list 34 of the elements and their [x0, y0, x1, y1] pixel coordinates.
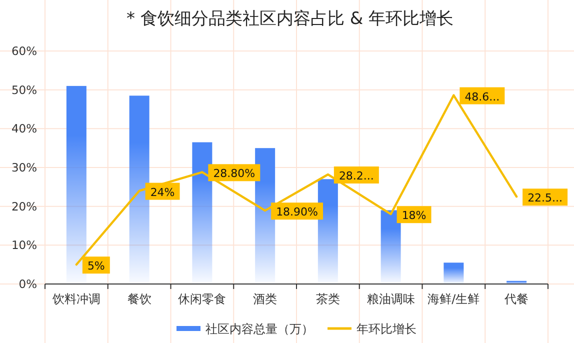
- chart-title: * 食饮细分品类社区内容占比 & 年环比增长: [126, 9, 454, 29]
- data-label: 22.5...: [528, 192, 563, 205]
- x-tick-label: 酒类: [253, 292, 278, 306]
- x-tick-label: 休闲零食: [178, 292, 226, 306]
- x-tick-label: 粮油调味: [366, 292, 415, 306]
- bar: [506, 280, 527, 284]
- data-label: 48.6...: [464, 90, 500, 104]
- bar: [444, 262, 464, 284]
- bar: [318, 179, 338, 284]
- y-tick-label: 20%: [11, 199, 38, 214]
- data-label: 28.2...: [338, 169, 374, 182]
- data-label: 24%: [150, 186, 175, 199]
- y-tick-label: 0%: [18, 277, 38, 291]
- legend-label: 社区内容总量（万）: [206, 322, 314, 336]
- y-tick-label: 30%: [11, 160, 38, 174]
- bar: [380, 210, 401, 284]
- bar: [66, 86, 86, 284]
- x-tick-label: 餐饮: [127, 292, 152, 306]
- x-tick-label: 饮料冲调: [51, 292, 100, 306]
- x-tick-label: 海鲜/生鲜: [428, 292, 480, 306]
- legend-label: 年环比增长: [356, 322, 416, 336]
- y-tick-label: 10%: [11, 238, 38, 252]
- bar: [192, 142, 212, 284]
- y-tick-label: 40%: [11, 122, 38, 136]
- y-tick-label: 60%: [11, 44, 38, 58]
- data-label: 18.90%: [276, 206, 318, 219]
- data-label: 5%: [87, 260, 105, 273]
- y-tick-label: 50%: [11, 82, 38, 97]
- data-label: 28.80%: [213, 167, 256, 180]
- data-label: 18%: [402, 209, 426, 222]
- x-tick-label: 茶类: [316, 292, 340, 306]
- x-tick-label: 代餐: [504, 292, 529, 306]
- bar: [255, 148, 276, 284]
- bar: [129, 96, 150, 284]
